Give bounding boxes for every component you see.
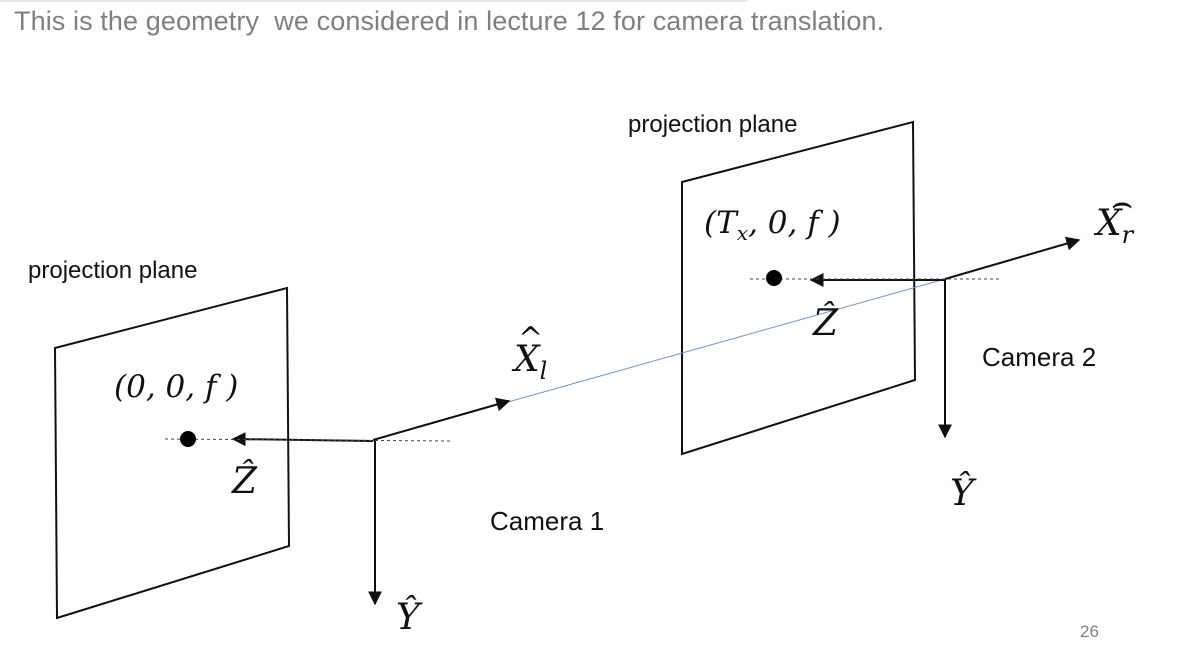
camera1-x-axis bbox=[372, 397, 511, 441]
camera2-y-axis-label: Ŷ bbox=[950, 473, 974, 514]
camera2-x-axis bbox=[944, 236, 1081, 280]
camera2-x-axis-label: ⌢ X r bbox=[1096, 183, 1134, 250]
slide-heading: This is the geometry we considered in le… bbox=[14, 6, 885, 36]
camera1-principal-point bbox=[180, 431, 196, 447]
camera1-point-label: (0, 0, f ) bbox=[114, 369, 239, 405]
camera1-x-axis-label: ^ X l bbox=[514, 321, 548, 386]
camera2-plane-label: projection plane bbox=[628, 111, 798, 138]
camera2-label: Camera 2 bbox=[982, 342, 1097, 372]
heading-rule bbox=[0, 0, 748, 2]
camera1-label: Camera 1 bbox=[490, 506, 605, 536]
camera1-y-axis-label: Ŷ bbox=[396, 597, 420, 638]
camera1-plane-label: projection plane bbox=[28, 257, 198, 284]
camera1-z-axis-label: Ẑ bbox=[232, 461, 258, 502]
camera2-point-label: (Tx, 0, f ) bbox=[704, 205, 841, 246]
camera2-principal-point bbox=[766, 270, 782, 286]
page-number: 26 bbox=[1080, 622, 1099, 641]
projection-plane-right bbox=[681, 120, 917, 456]
projection-plane-left bbox=[53, 286, 291, 620]
camera2-z-axis-label: Ẑ bbox=[813, 303, 839, 344]
